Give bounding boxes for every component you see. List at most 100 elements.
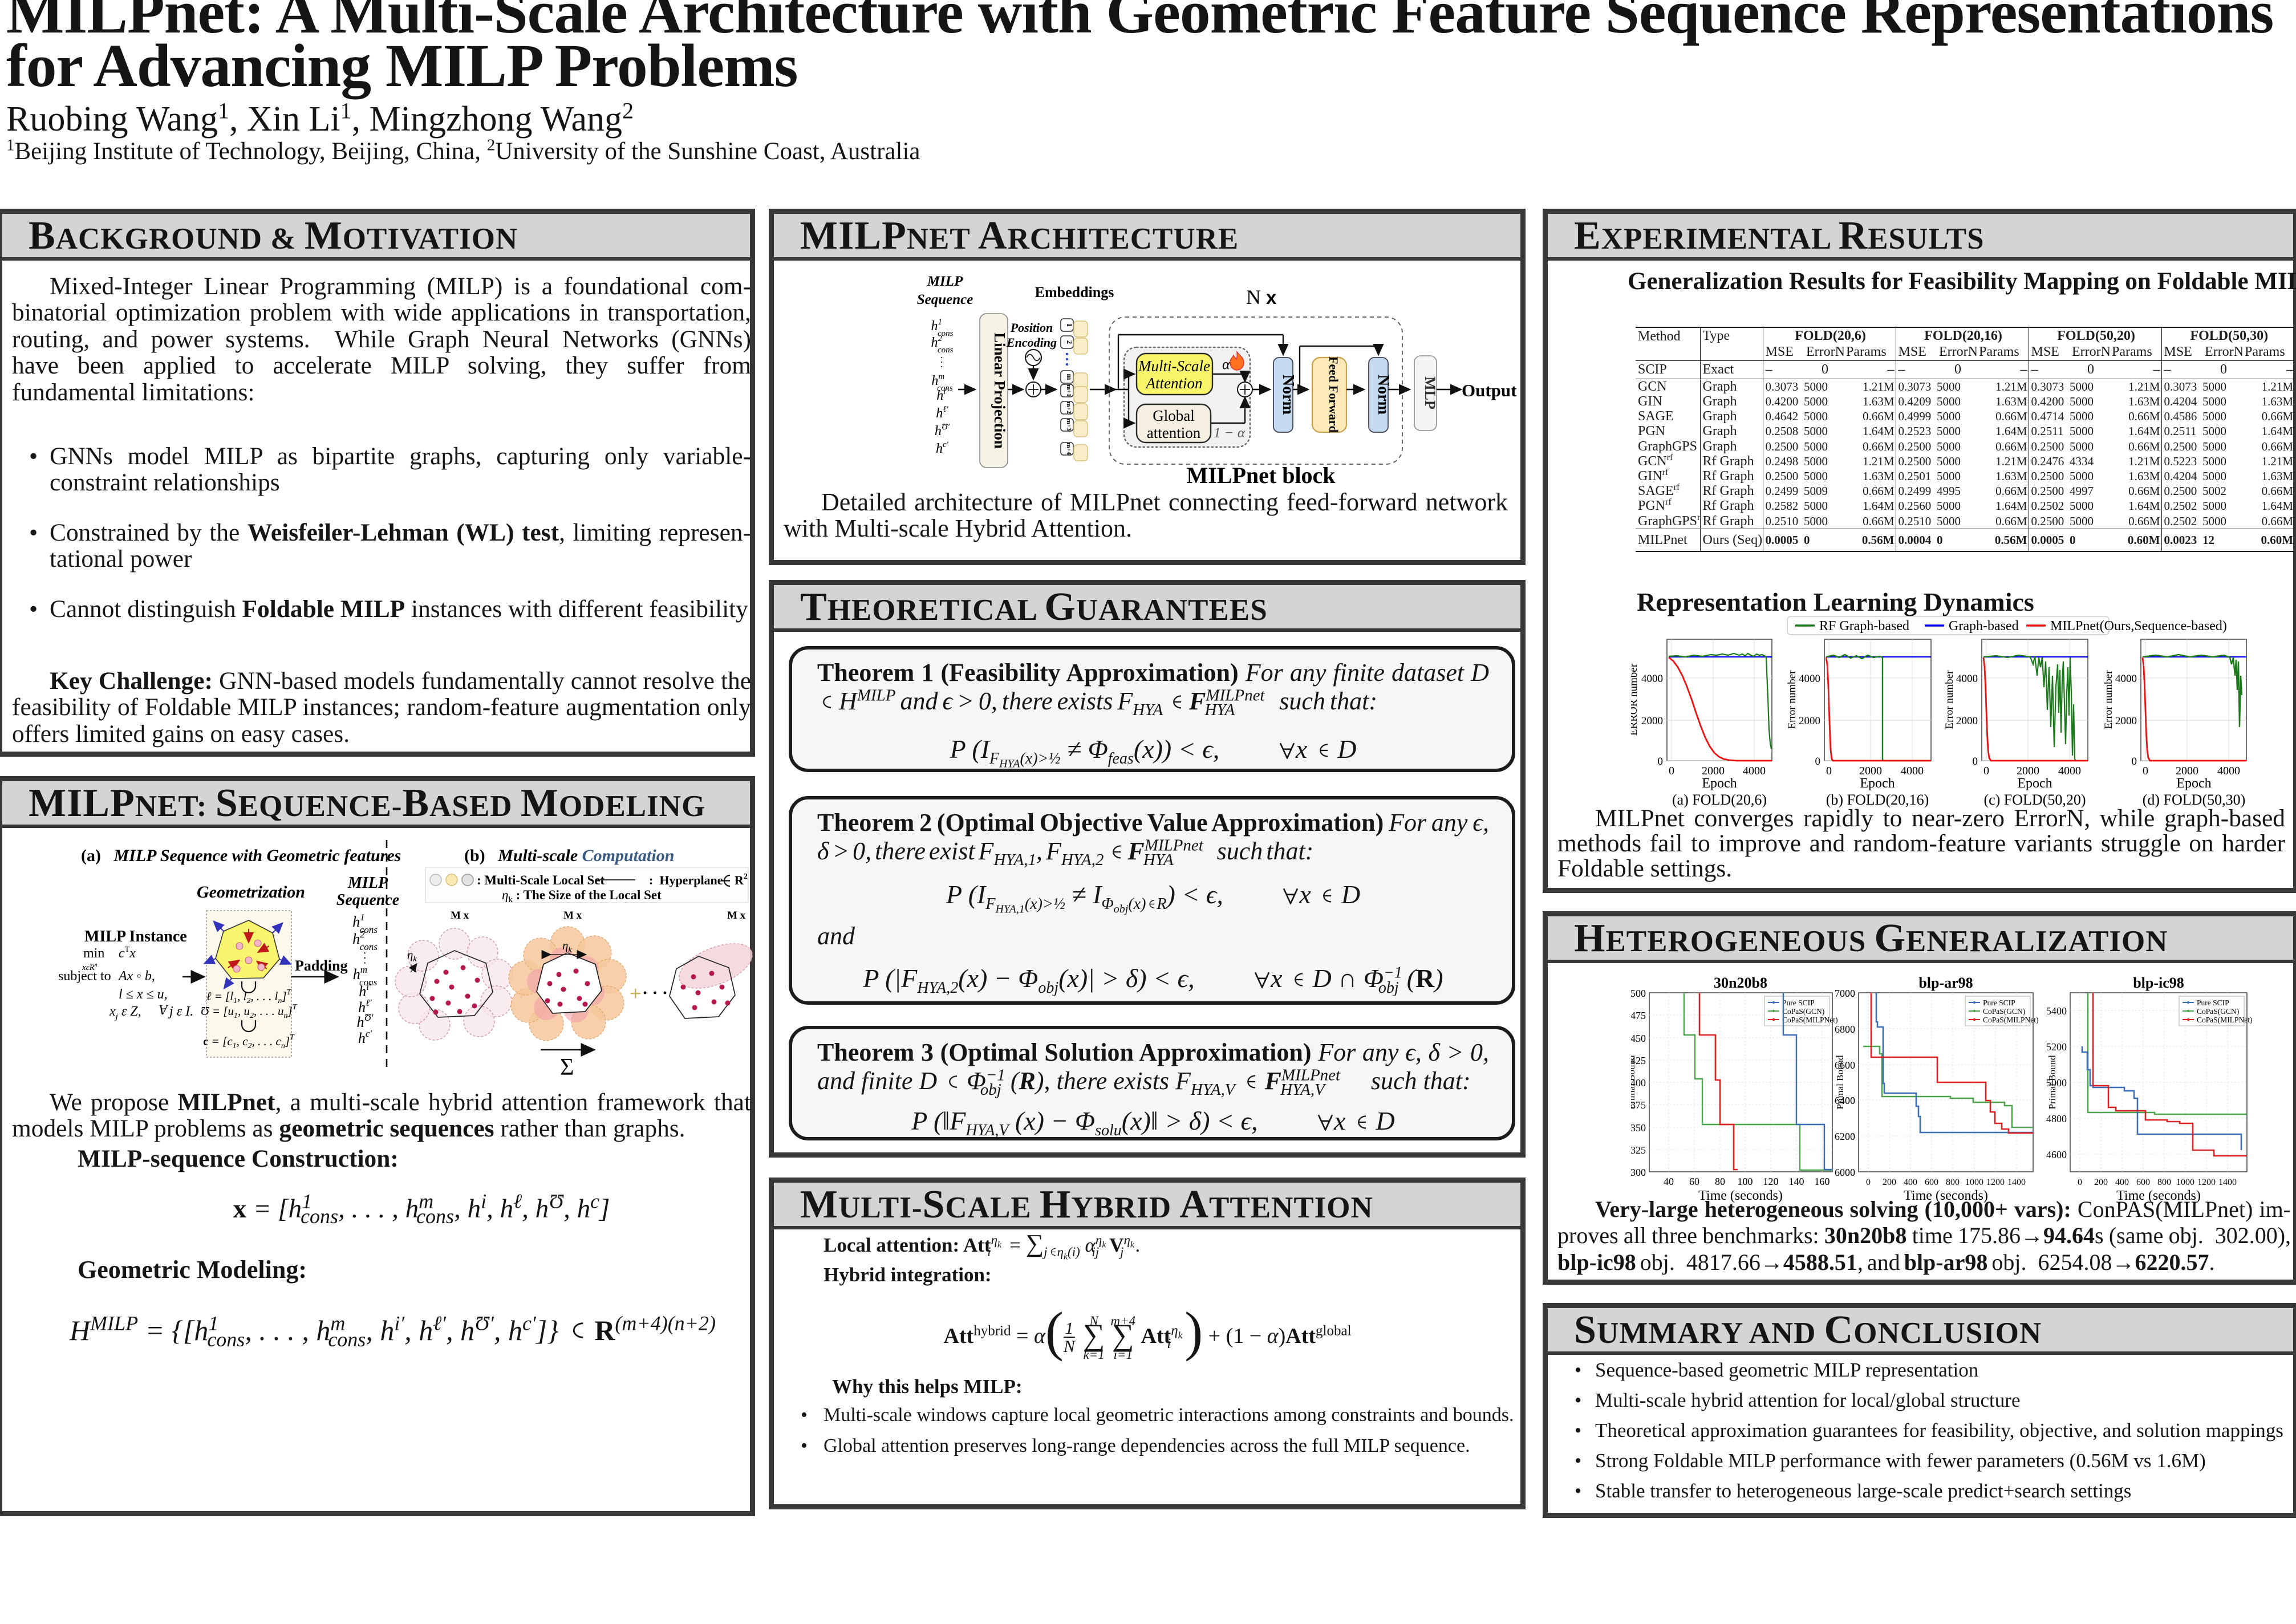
svg-text:Epoch: Epoch	[2176, 776, 2211, 791]
svg-text:1000: 1000	[2176, 1178, 2194, 1187]
svg-text:2000: 2000	[1641, 715, 1663, 727]
svg-text:m+2: m+2	[1065, 402, 1072, 414]
svg-text:Sequence: Sequence	[336, 891, 399, 909]
svg-text:450: 450	[1631, 1033, 1646, 1044]
svg-text:m+4: m+4	[1065, 443, 1072, 455]
svg-text:Error number: Error number	[1944, 670, 1956, 729]
svg-text:hmcons: hm cons	[353, 964, 378, 988]
svg-text:6400: 6400	[1835, 1095, 1855, 1106]
svg-text:Linear Projection: Linear Projection	[991, 332, 1008, 449]
svg-text:MILP: MILP	[927, 274, 963, 289]
svg-text:400: 400	[2115, 1178, 2129, 1187]
svg-text:Error number: Error number	[2103, 670, 2115, 729]
svg-text:4000: 4000	[2217, 765, 2240, 777]
svg-text:5400: 5400	[2046, 1005, 2067, 1017]
svg-text:ERROR number: ERROR number	[1631, 663, 1640, 736]
svg-text:5200: 5200	[2046, 1041, 2067, 1053]
svg-text:0: 0	[1973, 756, 1978, 768]
svg-text:200: 200	[1883, 1178, 1896, 1187]
svg-text:h1cons: h1 cons	[352, 912, 378, 935]
svg-text:MILPnet block: MILPnet block	[1186, 462, 1336, 488]
svg-text:M x: M x	[727, 910, 746, 921]
svg-text:6200: 6200	[1835, 1131, 1855, 1142]
svg-text:(a) MILP Sequence with Geome: (a) MILP Sequence with Geometric feature…	[81, 846, 401, 865]
svg-text:Σ: Σ	[560, 1054, 574, 1077]
svg-text:ℓ = [l1, l2, . . . ln]T: ℓ = [l1, l2, . . . ln]T	[206, 988, 292, 1005]
svg-text:hƱ′: hƱ′	[356, 1012, 373, 1030]
svg-text:min: min	[83, 946, 104, 961]
svg-text:1: 1	[1065, 323, 1074, 327]
svg-text:Norm: Norm	[1374, 375, 1392, 415]
svg-text:Error number: Error number	[1786, 670, 1798, 729]
svg-text:400: 400	[1631, 1077, 1646, 1089]
svg-text:m: m	[1065, 374, 1074, 380]
svg-text:Encoding: Encoding	[1006, 335, 1057, 350]
svg-text:Primal Bound: Primal Bound	[1631, 1055, 1637, 1109]
svg-text:2: 2	[1065, 340, 1074, 344]
svg-text:0: 0	[1815, 756, 1821, 768]
svg-text:2000: 2000	[1702, 765, 1725, 777]
svg-text:1200: 1200	[2197, 1178, 2216, 1187]
svg-text:α: α	[1222, 356, 1231, 372]
svg-text:0: 0	[1669, 765, 1674, 777]
svg-text:CoPaS(MILPNet): CoPaS(MILPNet)	[1983, 1016, 2039, 1024]
svg-text:4000: 4000	[1799, 673, 1820, 685]
svg-text:+: +	[630, 982, 642, 1005]
svg-text:A: A	[159, 1002, 169, 1017]
svg-text:CoPaS(MILPNet): CoPaS(MILPNet)	[1782, 1016, 1838, 1024]
svg-text:0: 0	[1658, 756, 1664, 768]
svg-text:ηk : The Size of the Local Set: ηk : The Size of the Local Set	[502, 888, 662, 904]
svg-text:hℓ′: hℓ′	[358, 997, 372, 1016]
svg-text:400: 400	[1904, 1178, 1917, 1187]
svg-text:CoPaS(GCN): CoPaS(GCN)	[2197, 1007, 2239, 1016]
svg-text:Epoch: Epoch	[1860, 776, 1895, 791]
svg-text:350: 350	[1631, 1122, 1646, 1134]
svg-text:···: ···	[358, 951, 371, 966]
svg-text:Graph-based: Graph-based	[1949, 619, 2019, 634]
svg-text:475: 475	[1631, 1010, 1646, 1021]
svg-text:(d) FOLD(50,30): (d) FOLD(50,30)	[2143, 791, 2246, 808]
svg-text:l ≤ x ≤ u,: l ≤ x ≤ u,	[119, 987, 168, 1002]
svg-text:m+3: m+3	[1065, 419, 1072, 431]
svg-text:4000: 4000	[2058, 765, 2081, 777]
svg-text:CoPaS(MILPNet): CoPaS(MILPNet)	[2197, 1016, 2253, 1024]
svg-text:hℓ′: hℓ′	[936, 405, 948, 421]
svg-text:40: 40	[1664, 1176, 1674, 1187]
svg-text:Epoch: Epoch	[1702, 776, 1737, 791]
svg-text:Feed Forward: Feed Forward	[1327, 356, 1341, 433]
svg-text:300: 300	[1631, 1167, 1646, 1178]
svg-text:0: 0	[1983, 765, 1989, 777]
svg-text:blp-ic98: blp-ic98	[2133, 975, 2184, 991]
svg-text:Primal Bound: Primal Bound	[1835, 1055, 1845, 1109]
svg-text:80: 80	[1715, 1176, 1725, 1187]
svg-text:CoPaS(GCN): CoPaS(GCN)	[1983, 1007, 2025, 1016]
svg-text:Epoch: Epoch	[2017, 776, 2052, 791]
svg-text:Time (seconds): Time (seconds)	[1904, 1188, 1988, 1203]
svg-text:M x: M x	[451, 910, 469, 921]
svg-text:6600: 6600	[1835, 1059, 1855, 1071]
svg-text:120: 120	[1763, 1176, 1779, 1187]
svg-text:hc′: hc′	[358, 1028, 372, 1046]
svg-text:100: 100	[1738, 1176, 1753, 1187]
svg-text:Pure SCIP: Pure SCIP	[1983, 998, 2015, 1007]
svg-text:4000: 4000	[1901, 765, 1924, 777]
svg-text:0: 0	[2078, 1178, 2082, 1187]
svg-text:500: 500	[1631, 988, 1646, 999]
svg-text:600: 600	[2136, 1178, 2150, 1187]
svg-text:7000: 7000	[1835, 988, 1855, 999]
svg-text:(b) FOLD(20,16): (b) FOLD(20,16)	[1826, 791, 1929, 808]
svg-text:Time (seconds): Time (seconds)	[2116, 1188, 2201, 1203]
svg-text:(a) FOLD(20,6): (a) FOLD(20,6)	[1672, 791, 1767, 808]
svg-text:h1cons: h1 cons	[931, 318, 954, 338]
svg-text:325: 325	[1631, 1144, 1646, 1156]
svg-text:· · ·: · · ·	[642, 984, 668, 1002]
svg-text:600: 600	[1925, 1178, 1938, 1187]
svg-text:375: 375	[1631, 1099, 1646, 1111]
svg-text:Ax ◦ b,: Ax ◦ b,	[117, 969, 155, 984]
svg-text:: Multi-Scale Local Set: : Multi-Scale Local Set	[477, 873, 605, 887]
svg-text:MILP Instance: MILP Instance	[84, 928, 187, 945]
svg-text:Pure SCIP: Pure SCIP	[2197, 998, 2229, 1007]
svg-text:CoPaS(GCN): CoPaS(GCN)	[1782, 1007, 1824, 1016]
